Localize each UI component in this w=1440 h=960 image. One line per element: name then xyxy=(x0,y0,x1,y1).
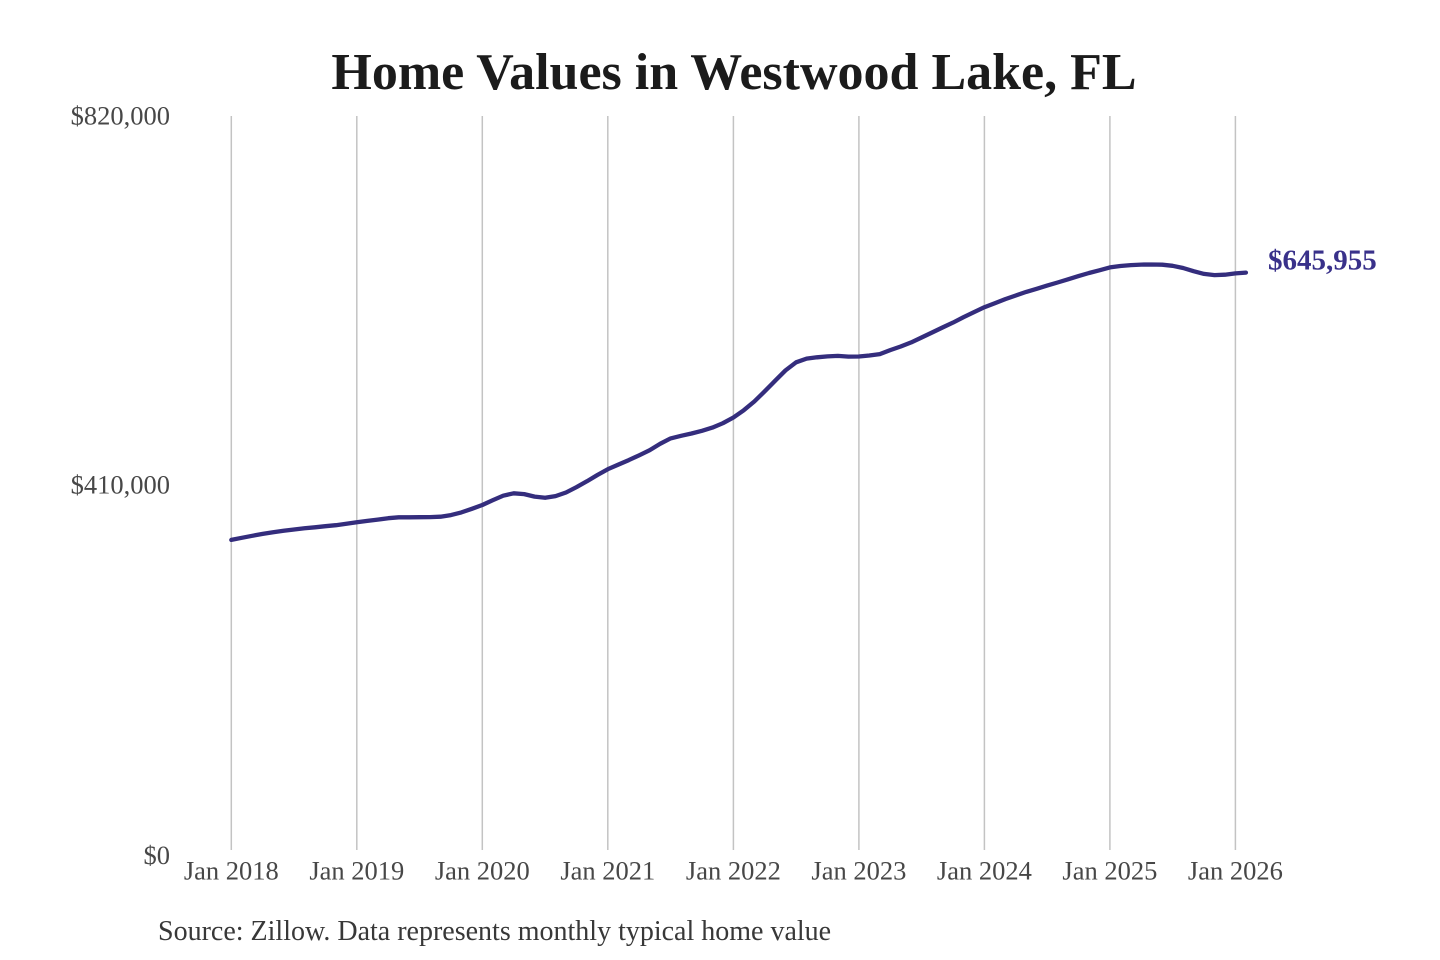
svg-text:Jan 2023: Jan 2023 xyxy=(811,856,906,886)
svg-text:Jan 2020: Jan 2020 xyxy=(435,856,530,886)
svg-text:$645,955: $645,955 xyxy=(1268,245,1377,277)
svg-text:Jan 2024: Jan 2024 xyxy=(937,856,1032,886)
svg-text:$0: $0 xyxy=(144,840,171,870)
svg-text:Jan 2026: Jan 2026 xyxy=(1188,856,1283,886)
svg-text:Jan 2022: Jan 2022 xyxy=(686,856,781,886)
svg-text:Source: Zillow. Data represent: Source: Zillow. Data represents monthly … xyxy=(158,916,831,947)
svg-text:Jan 2021: Jan 2021 xyxy=(560,856,655,886)
svg-text:$410,000: $410,000 xyxy=(71,469,170,499)
svg-text:Jan 2025: Jan 2025 xyxy=(1062,856,1157,886)
svg-text:$820,000: $820,000 xyxy=(71,100,170,130)
svg-text:Home Values in Westwood Lake,: Home Values in Westwood Lake, FL xyxy=(331,44,1136,101)
svg-text:Jan 2019: Jan 2019 xyxy=(309,856,404,886)
svg-text:Jan 2018: Jan 2018 xyxy=(184,856,279,886)
